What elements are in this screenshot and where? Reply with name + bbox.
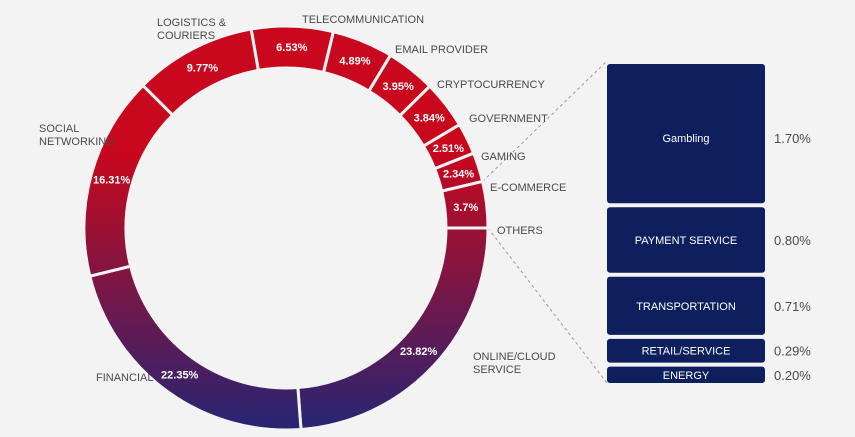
slice-value-cryptocurrency: 3.95%	[383, 81, 414, 93]
bar-value-transportation: 0.71%	[774, 299, 811, 314]
bar-value-gambling: 1.70%	[774, 131, 811, 146]
bar-energy	[607, 366, 765, 383]
breakdown-connectors	[482, 60, 608, 384]
slice-value-social-networking: 16.31%	[93, 174, 131, 186]
category-label-others: OTHERS	[497, 225, 543, 237]
connector-top	[482, 60, 608, 182]
category-label-gaming: GAMING	[481, 151, 526, 163]
category-label-cryptocurrency: CRYPTOCURRENCY	[437, 79, 545, 91]
category-label-financial: FINANCIAL	[96, 372, 153, 384]
category-label-email-provider: EMAIL PROVIDER	[395, 44, 488, 56]
bar-value-energy: 0.20%	[774, 368, 811, 383]
bar-transportation	[607, 276, 765, 335]
slice-value-gaming: 2.51%	[433, 143, 464, 155]
slice-online-cloud-service	[296, 226, 490, 432]
bar-value-retail-service: 0.29%	[774, 344, 811, 359]
slice-value-telecommunication: 6.53%	[276, 42, 307, 54]
bar-label-retail-service: RETAIL/SERVICE	[642, 346, 731, 358]
bar-label-transportation: TRANSPORTATION	[636, 301, 736, 313]
bar-label-payment-service: PAYMENT SERVICE	[635, 235, 738, 247]
donut	[82, 24, 490, 432]
slice-value-others: 3.7%	[453, 202, 478, 214]
bar-value-payment-service: 0.80%	[774, 233, 811, 248]
slice-value-e-commerce: 2.34%	[443, 168, 474, 180]
category-label-logistics-couriers: LOGISTICS & COURIERS	[157, 17, 227, 42]
category-label-social-networking: SOCIAL NETWORKING	[39, 123, 115, 148]
category-label-government: GOVERNMENT	[469, 113, 548, 125]
bar-label-energy: ENERGY	[663, 370, 710, 382]
donut-category-labels: ONLINE/CLOUD SERVICE FINANCIAL SOCIAL NETWOR…	[39, 14, 566, 384]
slice-value-financial: 22.35%	[161, 369, 199, 381]
slice-others	[439, 179, 490, 230]
bar-label-gambling: Gambling	[662, 133, 709, 145]
category-label-e-commerce: E-COMMERCE	[490, 182, 566, 194]
breakdown-bars: Gambling 1.70% PAYMENT SERVICE 0.80% TRANSPO…	[607, 64, 811, 383]
connector-bottom	[487, 227, 608, 384]
bar-payment-service	[607, 207, 765, 273]
slice-value-logistics-couriers: 9.77%	[187, 62, 218, 74]
donut-value-labels: 23.82% 22.35% 16.31% 9.77% 6.53% 4.89% 3.95% 3.…	[93, 42, 479, 381]
bar-retail-service	[607, 338, 765, 363]
category-label-telecommunication: TELECOMMUNICATION	[302, 14, 424, 26]
slice-value-government: 3.84%	[414, 112, 445, 124]
category-label-online-cloud-service: ONLINE/CLOUD SERVICE	[473, 351, 556, 376]
slice-value-online-cloud-service: 23.82%	[400, 346, 438, 358]
bar-gambling	[607, 64, 765, 204]
slice-value-email-provider: 4.89%	[339, 56, 370, 68]
slice-financial	[88, 264, 303, 432]
